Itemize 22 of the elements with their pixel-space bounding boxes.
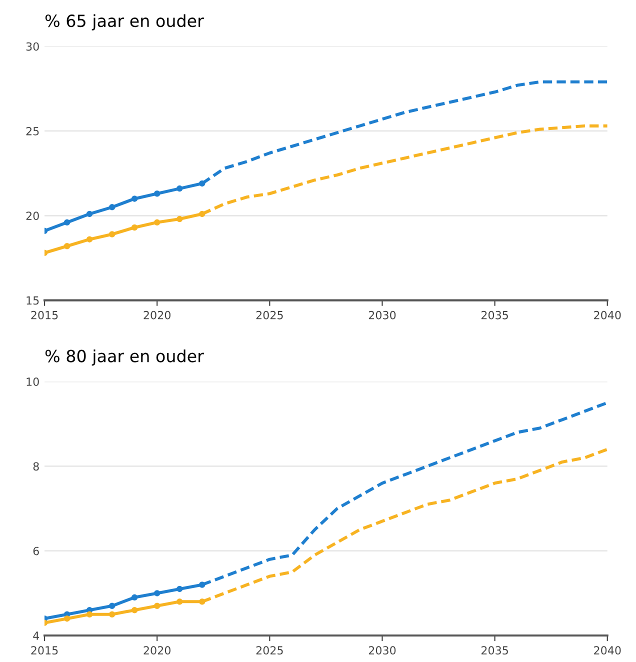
y-tick-label: 8 <box>33 462 39 471</box>
x-tick-label: 2025 <box>256 646 283 655</box>
y-tick-label: 4 <box>33 632 40 640</box>
x-tick-label: 2040 <box>594 310 621 320</box>
y-tick-label: 6 <box>33 546 39 556</box>
y-tick-label: 15 <box>26 296 39 305</box>
x-tick-label: 2030 <box>368 310 396 320</box>
y-tick-label: 20 <box>26 212 39 220</box>
y-tick-label: 30 <box>26 42 39 51</box>
x-tick-label: 2035 <box>481 646 508 655</box>
y-tick-label: 10 <box>26 378 39 386</box>
x-tick-label: 2015 <box>31 310 58 320</box>
chart-title: % 80 jaar en ouder <box>45 349 204 366</box>
x-tick-label: 2035 <box>481 310 508 320</box>
x-tick-label: 2015 <box>31 646 58 655</box>
x-tick-label: 2030 <box>368 646 396 655</box>
x-tick-label: 2020 <box>144 646 170 655</box>
chart-title: % 65 jaar en ouder <box>45 14 204 30</box>
y-tick-label: 25 <box>26 126 39 136</box>
x-tick-label: 2020 <box>144 310 170 320</box>
x-tick-label: 2040 <box>594 646 621 655</box>
x-tick-label: 2025 <box>256 310 283 320</box>
